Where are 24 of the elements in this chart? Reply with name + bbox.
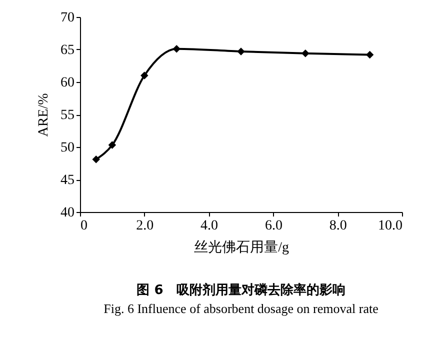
- y-tick-label: 45: [60, 173, 74, 188]
- y-tick-label: 60: [60, 76, 74, 90]
- y-tick-label: 55: [60, 108, 74, 123]
- x-tick-label: 6.0: [264, 218, 282, 234]
- x-axis-title: 丝光佛石用量/g: [194, 240, 289, 256]
- y-tick-label: 50: [60, 140, 74, 156]
- y-tick-label: 65: [60, 43, 74, 58]
- y-tick-label: 40: [60, 206, 74, 220]
- point: [237, 48, 245, 56]
- x-tick-label: 10.0: [378, 218, 402, 234]
- x-tick-label: 8.0: [329, 218, 347, 234]
- caption: 图 6 吸附剂用量对磷去除率的影响: [136, 282, 346, 298]
- point: [302, 50, 310, 58]
- point: [92, 155, 100, 164]
- point: [140, 72, 148, 80]
- caption: Fig. 6 Influence of absorbent dosage on removal rate: [104, 301, 379, 316]
- point: [108, 141, 116, 149]
- y-tick-label: 70: [60, 10, 74, 26]
- x-tick-label: 4.0: [200, 218, 218, 234]
- point: [172, 44, 180, 53]
- x-tick-label: 2.0: [136, 218, 154, 234]
- point: [366, 50, 374, 59]
- y-axis-title: ARE/%: [36, 92, 52, 137]
- x-tick-label: 0: [80, 218, 88, 234]
